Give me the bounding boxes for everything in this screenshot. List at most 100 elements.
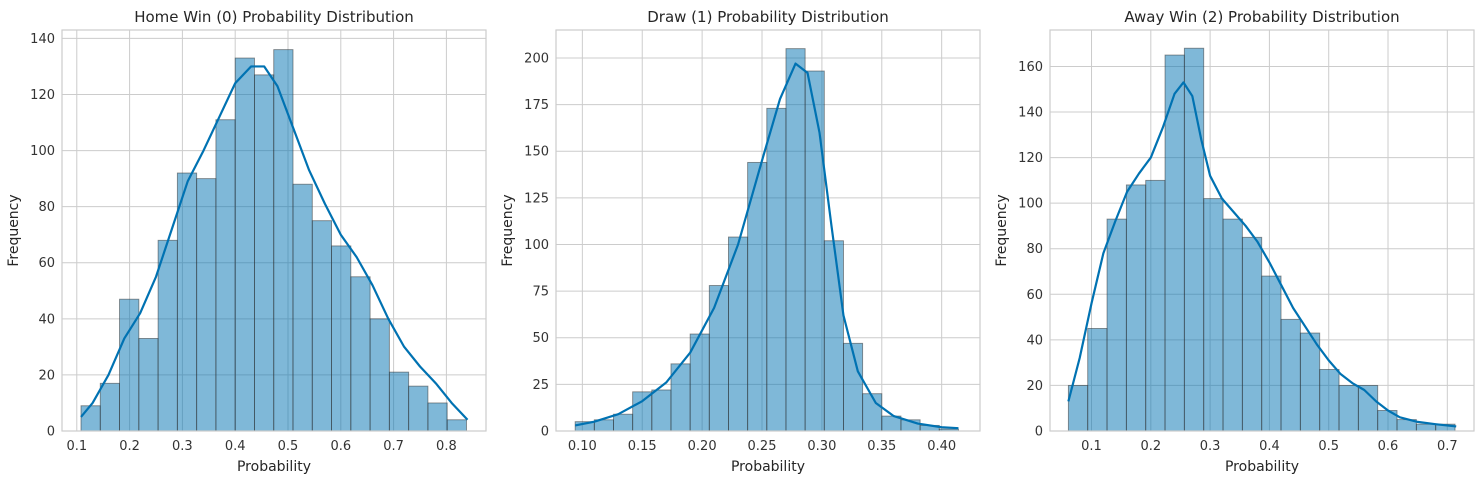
y-tick-label: 80: [38, 200, 55, 215]
histogram-bar: [708, 285, 729, 432]
y-tick-label: 125: [524, 191, 549, 206]
histogram-bar: [331, 245, 352, 432]
histogram-bar: [292, 183, 313, 432]
histogram-bar: [1338, 384, 1359, 432]
y-tick-label: 200: [524, 51, 549, 66]
histogram-bar: [273, 49, 294, 432]
y-tick-label: 0: [47, 425, 55, 440]
histogram-bar: [1106, 218, 1127, 432]
y-tick-label: 175: [524, 98, 549, 113]
histogram-bar: [446, 419, 467, 432]
x-axis-label: Probability: [1225, 459, 1299, 475]
axes-frame: [61, 29, 487, 432]
histogram-bar: [215, 119, 236, 432]
histogram-bar: [1261, 275, 1282, 432]
chart-title: Home Win (0) Probability Distribution: [134, 8, 414, 26]
histogram-bar: [350, 276, 371, 432]
histogram-bar: [369, 318, 390, 432]
histogram-bar: [804, 70, 825, 432]
axes-frame: [555, 29, 981, 432]
y-tick-label: 100: [30, 144, 55, 159]
y-tick-label: 140: [1018, 106, 1043, 121]
histogram-bar: [99, 382, 121, 432]
y-axis-label: Frequency: [6, 194, 22, 266]
axes-frame: [1049, 29, 1475, 432]
y-tick-label: 120: [1018, 151, 1043, 166]
histogram-bar: [1222, 218, 1243, 432]
x-axis-label: Probability: [731, 459, 805, 475]
y-tick-label: 0: [541, 425, 549, 440]
subplot-3: 0.1 0.2 0.3 0.4 0.5 0.6 0.7 0 20 40 60 80 100 120 140 1…: [994, 8, 1475, 475]
x-tick-label: 0.10: [568, 439, 597, 454]
x-tick-label: 0.3: [1200, 439, 1221, 454]
histogram-bar: [157, 239, 178, 432]
subplot-1: 0.1 0.2 0.3 0.4 0.5 0.6 0.7 0.8 0 20 40 60 80 100 120 1…: [6, 8, 487, 475]
histogram-bar: [176, 172, 198, 432]
histogram-bar: [427, 402, 448, 432]
histogram-bar: [1280, 318, 1301, 432]
y-tick-label: 0: [1035, 425, 1043, 440]
kde-curve: [1067, 81, 1457, 428]
histogram-bar: [1241, 236, 1263, 432]
y-tick-label: 160: [1018, 60, 1043, 75]
x-tick-label: 0.30: [807, 439, 836, 454]
x-tick-label: 0.35: [867, 439, 896, 454]
x-tick-label: 0.5: [1318, 439, 1339, 454]
x-tick-label: 0.20: [688, 439, 717, 454]
x-tick-label: 0.1: [66, 439, 87, 454]
kde-curve: [80, 65, 469, 421]
y-tick-label: 150: [524, 145, 549, 160]
y-axis-label: Frequency: [500, 194, 516, 266]
y-tick-label: 100: [1018, 197, 1043, 212]
histogram-bar: [862, 393, 883, 432]
histogram-bar: [234, 57, 255, 432]
x-tick-label: 0.15: [628, 439, 657, 454]
chart-title: Draw (1) Probability Distribution: [647, 8, 889, 26]
x-tick-label: 0.6: [330, 439, 351, 454]
kde-curve: [574, 62, 959, 430]
histogram-bar: [766, 107, 787, 432]
histogram-bar: [651, 389, 672, 432]
x-tick-label: 0.40: [927, 439, 956, 454]
x-tick-label: 0.1: [1081, 439, 1102, 454]
histogram-bar: [728, 236, 749, 432]
y-axis-label: Frequency: [994, 194, 1010, 266]
y-tick-label: 75: [532, 285, 549, 300]
x-axis-label: Probability: [237, 459, 311, 475]
y-tick-label: 100: [524, 238, 549, 253]
y-tick-label: 60: [1026, 288, 1043, 303]
x-tick-label: 0.25: [748, 439, 777, 454]
histogram-bar: [785, 48, 806, 432]
y-tick-label: 140: [30, 32, 55, 47]
histogram-bar: [1299, 332, 1321, 432]
histogram-bar: [80, 405, 101, 432]
histogram-bar: [254, 74, 275, 432]
y-tick-label: 120: [30, 88, 55, 103]
y-tick-label: 40: [38, 312, 55, 327]
x-tick-label: 0.2: [1140, 439, 1161, 454]
histogram-bar: [388, 371, 410, 432]
x-tick-label: 0.8: [436, 439, 457, 454]
y-tick-label: 25: [532, 378, 549, 393]
histogram-bar: [1087, 328, 1108, 432]
x-tick-label: 0.7: [1437, 439, 1458, 454]
histogram-bar: [632, 391, 653, 432]
x-tick-label: 0.7: [383, 439, 404, 454]
histogram-bar: [613, 413, 634, 432]
y-tick-label: 50: [532, 331, 549, 346]
x-tick-label: 0.5: [278, 439, 299, 454]
histogram-bar: [138, 338, 159, 432]
y-tick-label: 60: [38, 256, 55, 271]
histogram-bar: [1415, 423, 1437, 432]
x-tick-label: 0.4: [225, 439, 246, 454]
y-tick-label: 80: [1026, 242, 1043, 257]
x-tick-label: 0.2: [119, 439, 140, 454]
x-tick-label: 0.3: [172, 439, 193, 454]
y-tick-label: 20: [1026, 379, 1043, 394]
histogram-bar: [1319, 369, 1340, 432]
subplot-2: 0.10 0.15 0.20 0.25 0.30 0.35 0.40 0 25 50 75 100 12…: [500, 8, 981, 475]
histogram-bar: [196, 178, 217, 432]
y-tick-label: 40: [1026, 333, 1043, 348]
y-tick-label: 20: [38, 368, 55, 383]
